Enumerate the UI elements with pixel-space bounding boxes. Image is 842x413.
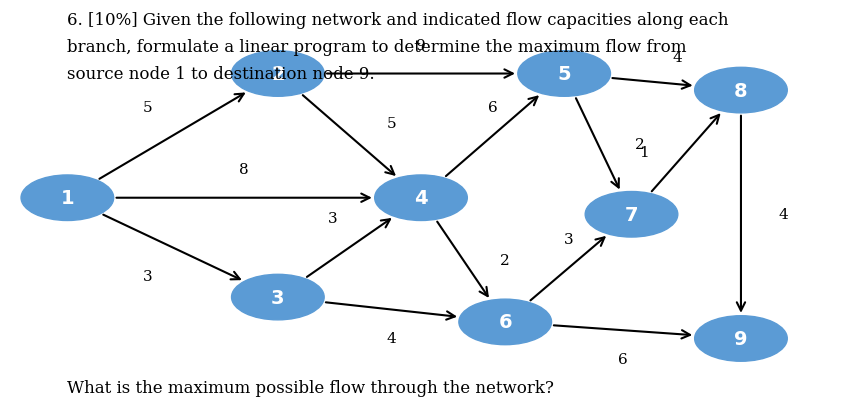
Circle shape <box>695 68 787 114</box>
Text: 4: 4 <box>414 189 428 208</box>
Text: 6. [10%] Given the following network and indicated flow capacities along each: 6. [10%] Given the following network and… <box>67 12 729 29</box>
Text: branch, formulate a linear program to determine the maximum flow from: branch, formulate a linear program to de… <box>67 39 687 56</box>
Text: 2: 2 <box>500 253 510 267</box>
Text: 8: 8 <box>734 81 748 100</box>
Text: 5: 5 <box>142 100 152 114</box>
Circle shape <box>459 299 552 345</box>
Circle shape <box>518 52 610 97</box>
Text: 6: 6 <box>618 352 628 366</box>
Text: 9: 9 <box>734 329 748 348</box>
Circle shape <box>375 176 467 221</box>
Text: 1: 1 <box>61 189 74 208</box>
Text: 6: 6 <box>498 313 512 332</box>
Text: 9: 9 <box>416 38 426 52</box>
Text: 3: 3 <box>142 270 152 284</box>
Text: 3: 3 <box>271 288 285 307</box>
Text: 6: 6 <box>488 100 498 114</box>
Text: 3: 3 <box>328 212 338 226</box>
Text: 8: 8 <box>239 162 249 176</box>
Text: 2: 2 <box>635 138 645 152</box>
Text: source node 1 to destination node 9.: source node 1 to destination node 9. <box>67 66 375 83</box>
Text: 7: 7 <box>625 205 638 224</box>
Circle shape <box>695 316 787 361</box>
Text: 4: 4 <box>778 208 788 222</box>
Text: 4: 4 <box>386 332 397 346</box>
Text: What is the maximum possible flow through the network?: What is the maximum possible flow throug… <box>67 380 554 396</box>
Text: 3: 3 <box>563 233 573 247</box>
Circle shape <box>232 275 324 320</box>
Circle shape <box>232 52 324 97</box>
Text: 1: 1 <box>639 146 649 160</box>
Text: 5: 5 <box>386 117 397 131</box>
Text: 5: 5 <box>557 65 571 84</box>
Text: 2: 2 <box>271 65 285 84</box>
Circle shape <box>21 176 114 221</box>
Text: 4: 4 <box>673 51 683 65</box>
Circle shape <box>585 192 678 237</box>
